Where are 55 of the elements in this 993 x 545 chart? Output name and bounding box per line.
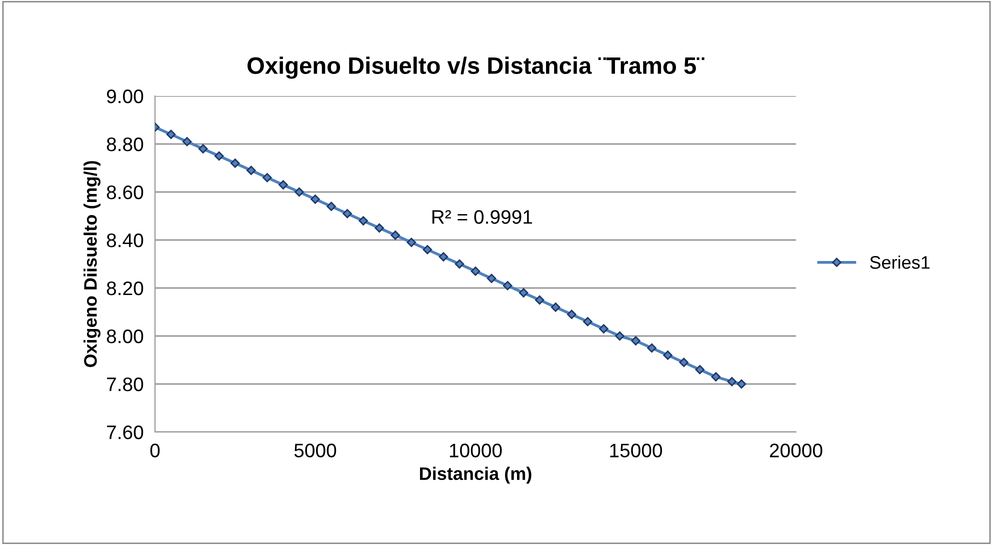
legend-label: Series1 xyxy=(870,256,930,269)
point xyxy=(230,158,240,168)
point xyxy=(198,144,208,154)
annotation: R² = 0.9991 xyxy=(432,210,532,224)
y-tick-label: 8.40 xyxy=(106,233,144,248)
y-tick-label: 8.20 xyxy=(106,281,144,296)
point xyxy=(182,136,192,146)
point xyxy=(406,238,416,248)
point xyxy=(695,364,704,374)
y-tick-label: 9.00 xyxy=(106,89,144,104)
point xyxy=(502,280,512,290)
point xyxy=(599,324,608,334)
point xyxy=(246,166,256,176)
point xyxy=(278,180,288,190)
point xyxy=(342,208,352,218)
y-tick-label: 8.00 xyxy=(106,329,144,344)
point xyxy=(166,130,176,140)
point xyxy=(663,350,672,360)
x-tick-label: 20000 xyxy=(770,444,822,458)
point xyxy=(438,252,448,262)
point xyxy=(647,343,656,353)
point xyxy=(214,151,224,161)
y-axis-title: Oxigeno Diisuelto (mg/l) xyxy=(84,161,100,368)
point xyxy=(294,187,304,197)
x-tick-label: 10000 xyxy=(450,444,502,458)
point xyxy=(390,230,400,240)
point xyxy=(727,376,737,386)
point xyxy=(422,244,432,254)
point xyxy=(631,336,640,346)
y-tick-label: 7.80 xyxy=(107,377,144,392)
point xyxy=(615,331,624,341)
point xyxy=(486,274,496,284)
x-tick-label: 0 xyxy=(150,444,160,458)
point xyxy=(454,259,464,269)
point xyxy=(679,358,688,368)
point xyxy=(534,295,544,305)
point xyxy=(736,379,746,389)
point xyxy=(358,216,368,226)
point xyxy=(470,266,480,276)
point xyxy=(567,310,576,320)
point xyxy=(310,194,320,204)
point xyxy=(374,223,384,233)
point xyxy=(518,288,528,298)
y-tick-label: 8.60 xyxy=(106,185,144,200)
x-tick-label: 5000 xyxy=(294,444,336,458)
point xyxy=(262,172,272,182)
x-axis-title: Distancia (m) xyxy=(420,466,532,484)
x-tick-label: 15000 xyxy=(610,444,662,458)
point xyxy=(583,316,592,326)
y-tick-label: 7.60 xyxy=(107,425,144,440)
point xyxy=(326,202,336,212)
point xyxy=(551,302,560,312)
chart-title: Oxigeno Disuelto v/s Distancia ¨Tramo 5¨ xyxy=(248,56,704,79)
point xyxy=(711,372,720,382)
y-tick-label: 8.80 xyxy=(106,137,144,152)
